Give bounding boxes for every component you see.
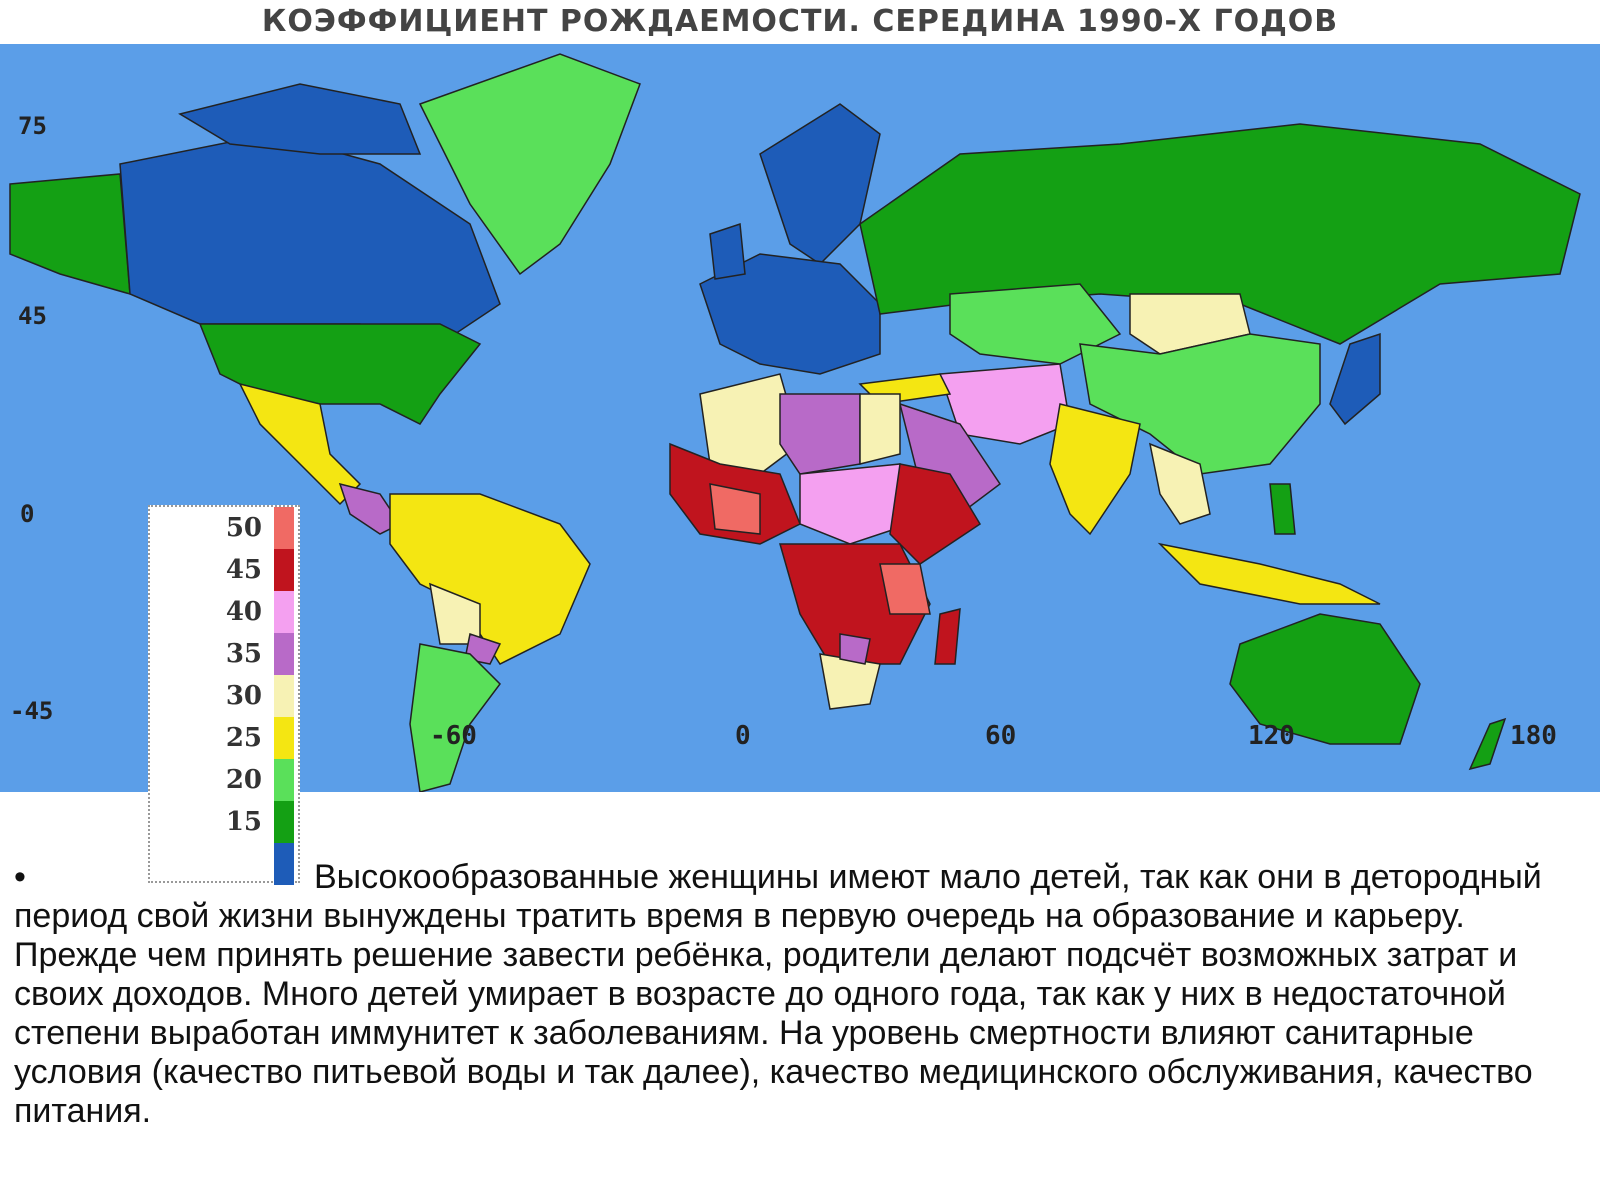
legend-row: 45 [150,549,300,591]
legend-row: 50 [150,507,300,549]
region-arctic-islands [178,83,422,155]
legend-swatch [274,591,294,633]
region-sahel-libya [779,393,861,475]
map-legend: 50 45 40 35 30 25 20 15 [148,505,300,885]
legend-value: 35 [225,639,262,669]
lat-label: -45 [10,697,53,725]
region-southern-africa [819,653,881,710]
legend-row [150,843,300,885]
legend-swatch [274,633,294,675]
region-egypt [859,393,901,465]
legend-value: 50 [225,513,262,543]
lon-label: 180 [1510,721,1557,751]
region-southeast-asia [1148,442,1211,525]
legend-value: 25 [225,723,262,753]
legend-value: 15 [225,807,262,837]
legend-row: 30 [150,675,300,717]
region-west-africa-coast [709,483,761,535]
region-alaska [9,173,131,296]
lat-label: 0 [20,500,34,528]
region-north-africa [699,373,801,475]
region-chad-sudan [799,463,911,545]
legend-swatch [274,507,294,549]
legend-swatch [274,801,294,843]
caption-bullet: • [14,858,26,896]
legend-swatch [274,717,294,759]
lat-label: 45 [18,302,47,330]
caption-text: Высокообразованные женщины имеют мало де… [14,858,1574,1131]
region-australia [1229,613,1421,745]
region-botswana [839,633,871,665]
region-japan [1329,332,1381,426]
region-southern-cone [409,643,501,792]
lon-label: 0 [735,721,751,751]
region-east-africa [879,563,931,615]
legend-row: 15 [150,801,300,843]
legend-swatch [274,843,294,885]
region-madagascar [934,608,961,665]
legend-row: 35 [150,633,300,675]
legend-value: 30 [225,681,262,711]
lat-label: 75 [18,112,47,140]
lon-label: 120 [1248,721,1295,751]
legend-swatch [274,675,294,717]
region-paraguay [464,633,502,665]
region-south-america-north [389,493,591,665]
map-title: КОЭФФИЦИЕНТ РОЖДАЕМОСТИ. СЕРЕДИНА 1990-Х… [261,4,1339,39]
region-europe [699,253,881,375]
lon-label: -60 [430,721,477,751]
legend-value: 45 [225,555,262,585]
region-uk [709,222,746,280]
legend-value: 40 [225,597,262,627]
region-new-zealand [1468,717,1507,771]
region-india [1049,403,1141,536]
region-horn-of-africa [889,463,982,565]
region-philippines [1269,483,1296,535]
region-indonesia [1157,542,1381,605]
legend-value: 20 [225,765,262,795]
caption-body: Высокообразованные женщины имеют мало де… [14,858,1542,1130]
legend-row: 40 [150,591,300,633]
legend-row: 20 [150,759,300,801]
region-greenland [418,53,641,276]
legend-row: 25 [150,717,300,759]
legend-swatch [274,549,294,591]
legend-swatch [274,759,294,801]
lon-label: 60 [985,721,1016,751]
